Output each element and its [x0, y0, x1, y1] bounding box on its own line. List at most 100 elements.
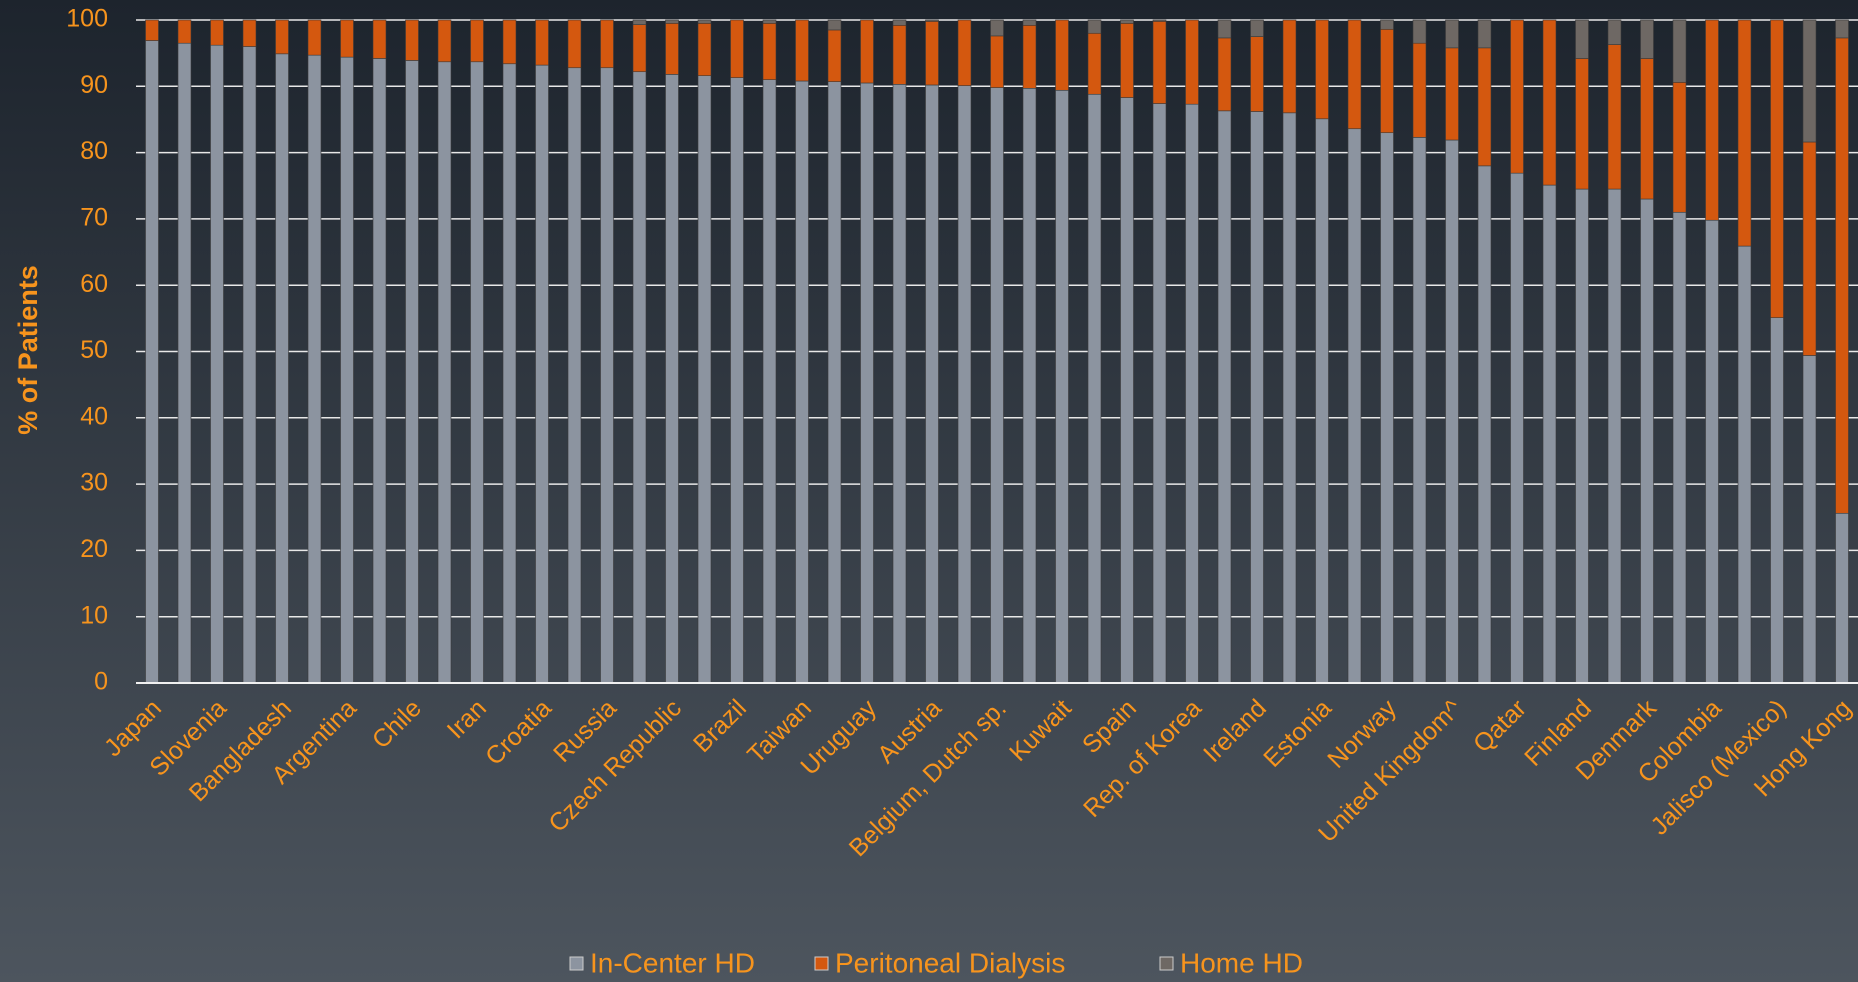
bar-segment: [437, 19, 452, 63]
bar-segment: [600, 19, 614, 69]
bar-segment: [340, 56, 354, 684]
bar-segment: [1802, 355, 1817, 684]
bar-segment: [437, 61, 452, 684]
bar-segment: [990, 19, 1004, 37]
y-tick-label: 0: [94, 668, 108, 696]
bar-segment: [210, 19, 224, 46]
bar-segment: [1705, 219, 1719, 684]
bar-segment: [307, 54, 322, 684]
legend-label: Home HD: [1180, 947, 1303, 978]
bar-segment: [697, 75, 712, 684]
bar-segment: [1607, 19, 1622, 45]
bar-segment: [1315, 19, 1329, 120]
bar-segment: [795, 19, 809, 82]
bar-segment: [1055, 19, 1069, 91]
bar-segment: [1607, 188, 1622, 684]
bar-segment: [957, 19, 972, 86]
bar-segment: [405, 19, 419, 61]
bar-segment: [1542, 184, 1557, 684]
bar-segment: [1120, 19, 1134, 24]
y-tick-label: 30: [80, 469, 108, 497]
bar-segment: [925, 19, 939, 22]
bar-segment: [1380, 28, 1394, 134]
bar-segment: [567, 67, 582, 684]
y-tick-label: 70: [80, 204, 108, 232]
bar-segment: [535, 64, 549, 684]
bar-segment: [1802, 141, 1817, 356]
bar-segment: [827, 29, 842, 82]
bar-segment: [242, 46, 257, 684]
bar-segment: [665, 19, 679, 24]
bar-segment: [632, 24, 647, 73]
legend-swatch: [1159, 956, 1174, 971]
bar-segment: [1087, 93, 1102, 684]
bar-segment: [1282, 19, 1297, 114]
bar-segment: [1120, 97, 1134, 684]
legend-label: In-Center HD: [590, 947, 755, 978]
bar-segment: [1380, 19, 1394, 30]
bar-segment: [1087, 19, 1102, 34]
y-tick-label: 60: [80, 270, 108, 298]
bar-segment: [665, 74, 679, 684]
bar-segment: [1412, 137, 1427, 684]
bar-segment: [1282, 112, 1297, 684]
bar-segment: [1087, 32, 1102, 95]
bar-segment: [795, 80, 809, 684]
bar-segment: [275, 19, 289, 55]
bar-segment: [697, 23, 712, 76]
bar-segment: [1640, 19, 1654, 59]
bar-segment: [1835, 37, 1849, 514]
bar-segment: [1412, 42, 1427, 138]
bar-segment: [600, 67, 614, 684]
bar-segment: [242, 19, 257, 47]
bar-segment: [177, 42, 192, 684]
bar-segment: [470, 61, 484, 684]
bar-segment: [1185, 103, 1199, 684]
bar-segment: [665, 23, 679, 75]
bar-segment: [1672, 19, 1687, 83]
bar-segment: [925, 21, 939, 86]
bar-segment: [567, 19, 582, 69]
bar-segment: [145, 19, 159, 41]
bar-segment: [827, 81, 842, 684]
bar-segment: [1672, 82, 1687, 213]
bar-segment: [762, 79, 777, 684]
bar-segment: [1607, 44, 1622, 190]
bar-segment: [1542, 19, 1557, 186]
y-tick-label: 100: [66, 5, 108, 33]
bar-segment: [502, 19, 517, 65]
bar-segment: [1640, 58, 1654, 200]
y-tick-label: 20: [80, 535, 108, 563]
bar-segment: [1575, 188, 1589, 684]
bar-segment: [860, 82, 874, 684]
bar-segment: [1250, 36, 1264, 112]
bar-segment: [1185, 19, 1199, 105]
bar-segment: [1835, 19, 1849, 39]
bar-segment: [1477, 19, 1492, 49]
y-tick-label: 90: [80, 71, 108, 99]
y-axis-title: % of Patients: [13, 265, 43, 435]
bar-segment: [340, 19, 354, 58]
legend-swatch: [569, 956, 584, 971]
bar-segment: [405, 60, 419, 684]
bar-segment: [1510, 19, 1524, 174]
bar-segment: [1217, 37, 1232, 112]
bar-segment: [1217, 110, 1232, 684]
bar-segment: [632, 19, 647, 25]
bar-segment: [1802, 19, 1817, 143]
bar-segment: [1055, 89, 1069, 684]
bar-segment: [990, 35, 1004, 88]
bar-segment: [892, 25, 907, 85]
bar-segment: [535, 19, 549, 66]
bar-segment: [1575, 19, 1589, 59]
bar-segment: [1640, 198, 1654, 684]
bar-segment: [1445, 139, 1459, 684]
y-tick-label: 10: [80, 601, 108, 629]
bar-segment: [1445, 19, 1459, 49]
bar-segment: [1575, 58, 1589, 190]
bar-segment: [1672, 211, 1687, 684]
bar-segment: [827, 19, 842, 31]
bar-segment: [1022, 87, 1037, 684]
